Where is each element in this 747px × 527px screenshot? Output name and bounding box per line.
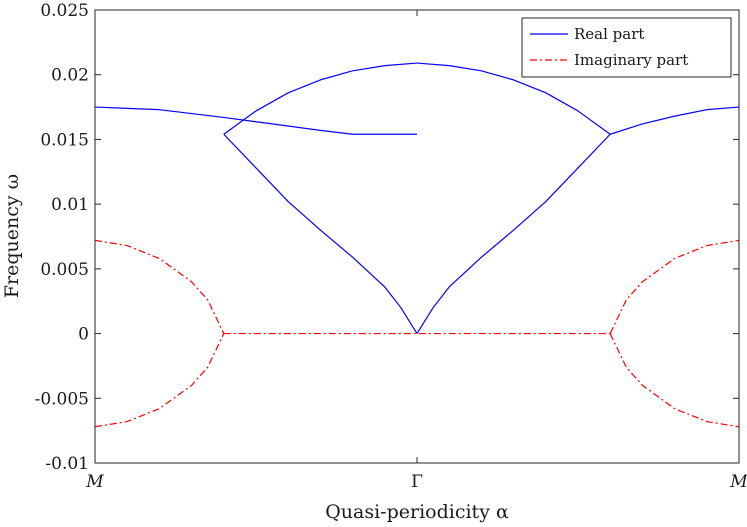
series-0-segment-4 <box>416 62 611 135</box>
x-tick-label: Γ <box>411 472 423 492</box>
series-0-segment-1 <box>223 62 418 135</box>
x-tick-label: M <box>85 472 104 492</box>
series-0-segment-0 <box>94 106 417 135</box>
y-tick-label: 0.015 <box>40 130 89 150</box>
y-ticks: 0.025 0.02 0.015 0.01 0.005 0 -0.005 -0.01 <box>35 1 739 474</box>
y-tick-label: 0.01 <box>51 195 89 215</box>
y-tick-label: -0.005 <box>35 389 89 409</box>
series-1-segment-3 <box>609 239 740 334</box>
series-0-segment-2 <box>223 133 418 334</box>
y-axis-label: Frequency ω <box>1 174 23 298</box>
y-tick-label: 0 <box>78 325 89 345</box>
series-1-segment-1 <box>94 333 225 428</box>
series-0-segment-5 <box>610 106 740 135</box>
y-tick-label: -0.01 <box>45 454 89 474</box>
legend-label-imaginary: Imaginary part <box>574 51 688 69</box>
legend: Real part Imaginary part <box>521 17 732 78</box>
x-tick-label: M <box>729 472 747 492</box>
x-axis-label: Quasi-periodicity α <box>325 501 509 523</box>
y-tick-label: 0.025 <box>40 1 89 21</box>
y-tick-label: 0.02 <box>51 66 89 86</box>
series-0-segment-3 <box>416 133 611 334</box>
series-1-segment-0 <box>94 239 225 334</box>
plot-frame <box>94 9 740 464</box>
legend-label-real: Real part <box>574 25 644 43</box>
y-tick-label: 0.005 <box>40 260 89 280</box>
legend-box <box>521 17 732 78</box>
series-layer <box>94 62 740 428</box>
series-1-segment-4 <box>609 333 740 428</box>
